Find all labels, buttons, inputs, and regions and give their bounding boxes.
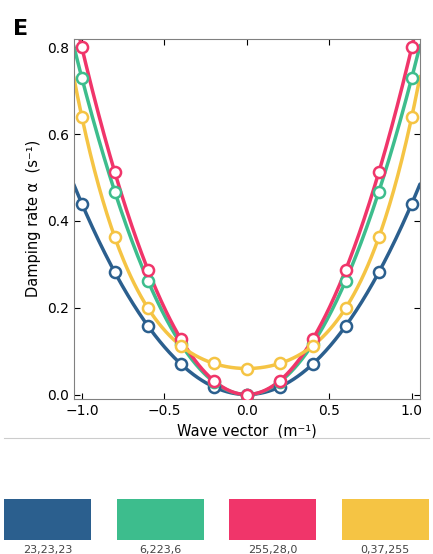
- Text: 0,37,255: 0,37,255: [361, 545, 410, 554]
- Text: 23,23,23: 23,23,23: [23, 545, 72, 554]
- Y-axis label: Damping rate α  (s⁻¹): Damping rate α (s⁻¹): [26, 140, 41, 297]
- X-axis label: Wave vector  (m⁻¹): Wave vector (m⁻¹): [177, 423, 317, 438]
- Text: E: E: [13, 19, 28, 39]
- Text: 6,223,6: 6,223,6: [139, 545, 181, 554]
- Text: 255,28,0: 255,28,0: [248, 545, 297, 554]
